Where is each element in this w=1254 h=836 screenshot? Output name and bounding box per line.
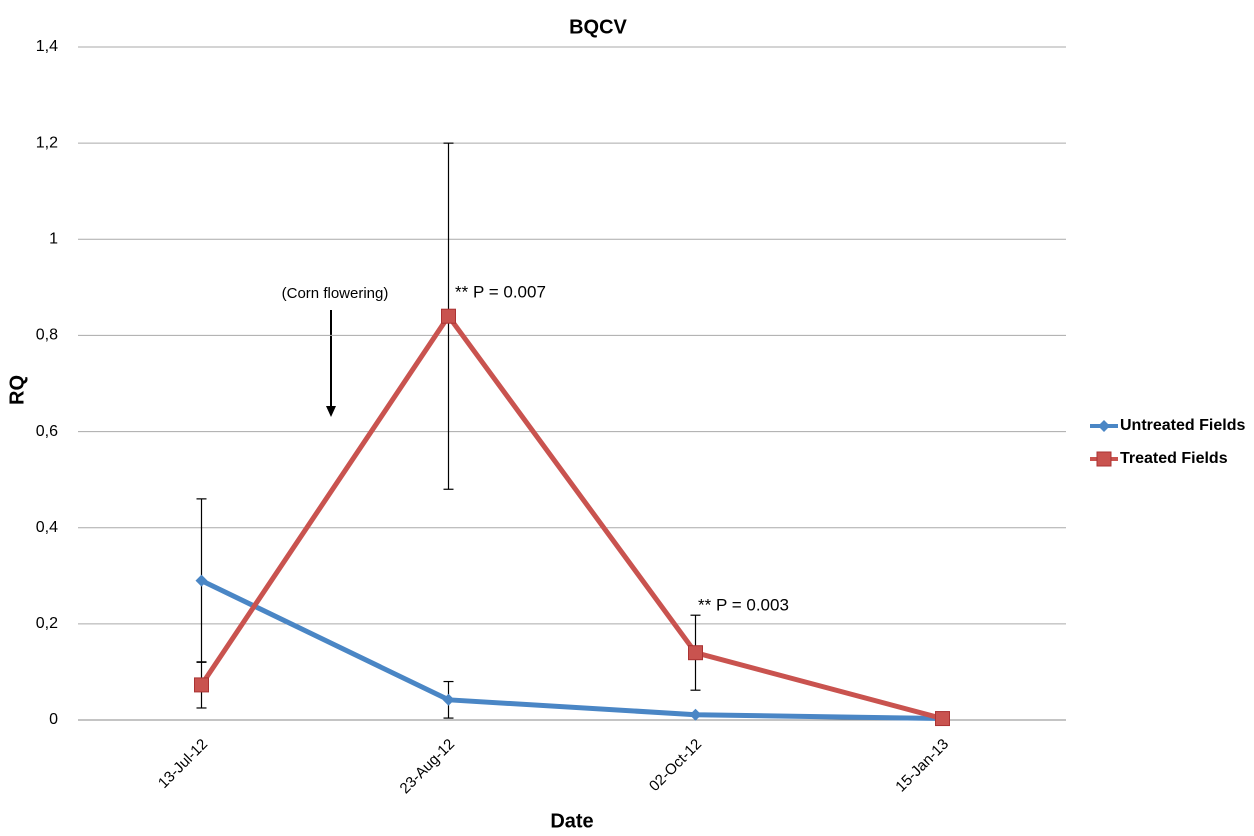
legend-marker [1098, 420, 1110, 432]
marker [442, 693, 455, 706]
y-tick-label: 0,4 [36, 519, 58, 536]
x-axis-label: Date [550, 810, 593, 831]
legend-label: Treated Fields [1120, 450, 1228, 467]
series-line [199, 313, 944, 721]
y-tick-label: 1,2 [36, 134, 58, 151]
y-tick-label: 1,4 [36, 38, 58, 55]
marker [688, 645, 703, 661]
x-tick-label: 02-Oct-12 [646, 736, 705, 795]
marker [935, 711, 950, 727]
annotation: ** P = 0.003 [698, 595, 789, 614]
marker [194, 677, 209, 693]
y-tick-label: 1 [49, 231, 58, 248]
x-tick-label: 13-Jul-12 [155, 736, 211, 792]
y-tick-label: 0,8 [36, 327, 58, 344]
arrow-head [326, 406, 336, 417]
chart-title: BQCV [569, 16, 627, 38]
annotation: ** P = 0.007 [455, 282, 546, 301]
legend-label: Untreated Fields [1120, 417, 1245, 434]
y-tick-label: 0,6 [36, 423, 58, 440]
x-tick-label: 23-Aug-12 [397, 736, 459, 798]
annotation: (Corn flowering) [282, 285, 389, 302]
series-line [200, 578, 943, 722]
marker [441, 308, 456, 324]
y-axis-label: RQ [6, 375, 28, 405]
y-tick-label: 0 [49, 711, 58, 728]
marker [689, 708, 702, 721]
legend-marker [1096, 451, 1112, 467]
y-tick-label: 0,2 [36, 615, 58, 632]
marker [195, 574, 208, 587]
x-tick-label: 15-Jan-13 [892, 736, 952, 796]
